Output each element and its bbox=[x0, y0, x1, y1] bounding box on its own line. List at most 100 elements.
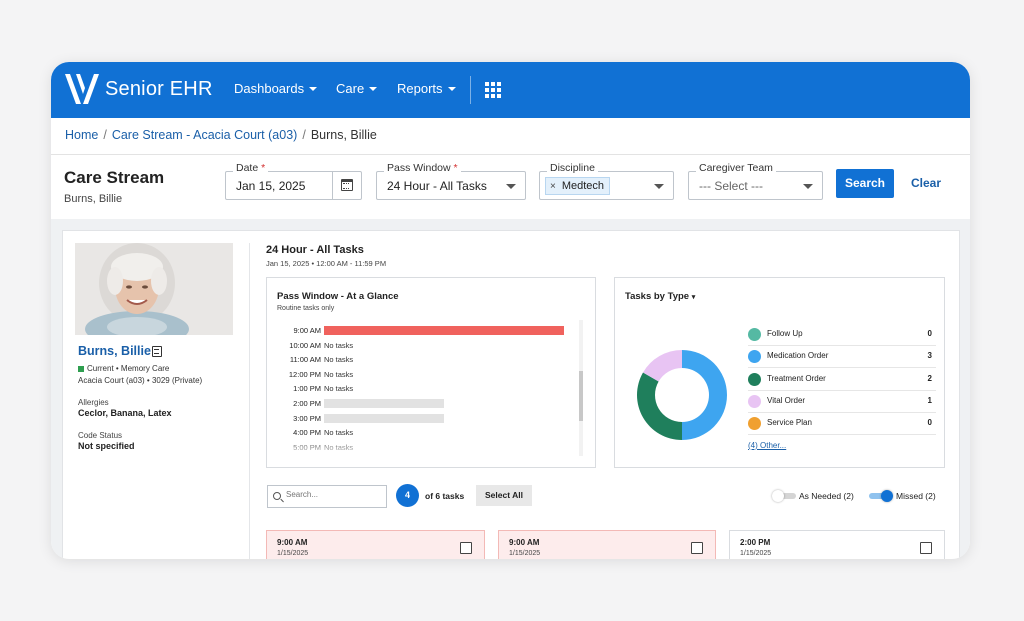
breadcrumb-care-stream[interactable]: Care Stream - Acacia Court (a03) bbox=[111, 128, 298, 142]
glance-row: 12:00 PM No tasks bbox=[267, 368, 577, 382]
care-stream-card: Burns, Billie Current • Memory Care Acac… bbox=[62, 230, 960, 559]
task-card[interactable]: 2:00 PM 1/15/2025 bbox=[729, 530, 945, 559]
main-content: Burns, Billie Current • Memory Care Acac… bbox=[51, 219, 970, 559]
nav-dashboards[interactable]: Dashboards bbox=[234, 81, 318, 96]
glance-bar[interactable] bbox=[324, 399, 444, 408]
task-time: 9:00 AM bbox=[509, 538, 540, 547]
task-type-label: Medication Order bbox=[767, 351, 829, 361]
task-checkbox[interactable] bbox=[460, 542, 472, 554]
clear-button[interactable]: Clear bbox=[911, 176, 942, 190]
allergies-label: Allergies bbox=[78, 398, 109, 407]
glance-time: 12:00 PM bbox=[288, 369, 321, 379]
tasks-donut-chart bbox=[637, 350, 727, 441]
task-type-count: 0 bbox=[927, 329, 932, 338]
task-type-icon bbox=[748, 350, 761, 364]
type-legend-row[interactable]: Service Plan 0 bbox=[748, 413, 936, 436]
glance-time: 4:00 PM bbox=[293, 428, 321, 438]
task-checkbox[interactable] bbox=[920, 542, 932, 554]
caregiver-team-label: Caregiver Team bbox=[696, 162, 776, 174]
glance-time: 1:00 PM bbox=[293, 384, 321, 394]
glance-row: 10:00 AM No tasks bbox=[267, 339, 577, 353]
glance-time: 9:00 AM bbox=[293, 326, 321, 335]
app-grid-icon[interactable] bbox=[485, 82, 501, 98]
glance-time: 3:00 PM bbox=[293, 413, 321, 423]
task-type-icon bbox=[748, 372, 761, 386]
task-card[interactable]: 9:00 AM 1/15/2025 bbox=[498, 530, 716, 559]
task-type-label: Service Plan bbox=[767, 418, 812, 428]
filter-bar: Care Stream Burns, Billie Jan 15, 2025 D… bbox=[51, 155, 970, 219]
allergies-value: Ceclor, Banana, Latex bbox=[78, 408, 172, 418]
task-time: 2:00 PM bbox=[740, 538, 771, 547]
senior-ehr-logo-icon[interactable] bbox=[64, 73, 100, 105]
select-all-button[interactable]: Select All bbox=[476, 485, 532, 506]
resident-location: Acacia Court (a03) • 3029 (Private) bbox=[78, 376, 203, 385]
type-legend-row[interactable]: Follow Up 0 bbox=[748, 324, 936, 346]
scroll-fade bbox=[268, 436, 578, 458]
more-types-link[interactable]: (4) Other... bbox=[748, 441, 787, 450]
glance-row: 2:00 PM bbox=[267, 397, 577, 411]
date-field[interactable]: Jan 15, 2025 bbox=[225, 171, 362, 200]
task-time: 9:00 AM bbox=[277, 538, 308, 547]
task-count-badge: 4 bbox=[396, 484, 419, 507]
summary-subtitle: Jan 15, 2025 • 12:00 AM - 11:59 PM bbox=[266, 259, 387, 268]
breadcrumb-current: Burns, Billie bbox=[310, 128, 377, 142]
task-search-input[interactable] bbox=[286, 490, 382, 499]
status-dot-icon bbox=[78, 365, 84, 372]
task-type-label: Treatment Order bbox=[767, 373, 826, 383]
chevron-down-icon bbox=[803, 184, 813, 189]
discipline-select[interactable]: × Medtech bbox=[539, 171, 674, 200]
task-type-count: 1 bbox=[927, 395, 932, 405]
scrollbar-thumb[interactable] bbox=[579, 371, 583, 421]
glance-title: Pass Window - At a Glance bbox=[277, 291, 399, 302]
donut-segment[interactable] bbox=[643, 350, 682, 382]
no-tasks-text: No tasks bbox=[324, 369, 354, 379]
date-label: Date * bbox=[233, 162, 269, 174]
top-navbar: Senior EHR Dashboards Care Reports bbox=[51, 62, 970, 118]
glance-bar[interactable] bbox=[324, 413, 444, 423]
type-legend-row[interactable]: Treatment Order 2 bbox=[748, 369, 936, 391]
search-icon bbox=[273, 492, 281, 500]
remove-chip-icon[interactable]: × bbox=[550, 181, 556, 192]
chevron-down-icon bbox=[447, 87, 456, 91]
missed-label: Missed (2) bbox=[896, 491, 936, 501]
task-date: 1/15/2025 bbox=[509, 550, 541, 557]
calendar-button[interactable] bbox=[332, 172, 361, 199]
date-value: Jan 15, 2025 bbox=[236, 179, 306, 193]
task-type-icon bbox=[748, 417, 761, 431]
glance-row: 4:00 PM No tasks bbox=[267, 426, 577, 440]
nav-reports[interactable]: Reports bbox=[397, 81, 456, 96]
task-card[interactable]: 9:00 AM 1/15/2025 bbox=[266, 530, 485, 559]
discipline-chip[interactable]: × Medtech bbox=[545, 177, 611, 195]
type-legend-row[interactable]: Vital Order 1 bbox=[748, 391, 936, 413]
task-count-text: of 6 tasks bbox=[425, 491, 465, 501]
donut-segment[interactable] bbox=[637, 372, 682, 441]
brand-name[interactable]: Senior EHR bbox=[105, 78, 213, 100]
task-type-icon bbox=[748, 394, 761, 408]
nav-divider bbox=[470, 76, 471, 104]
donut-segment[interactable] bbox=[682, 350, 727, 440]
document-icon[interactable] bbox=[152, 346, 162, 357]
chevron-down-icon bbox=[369, 87, 378, 91]
as-needed-toggle[interactable] bbox=[772, 490, 796, 502]
divider bbox=[51, 154, 970, 155]
search-button[interactable]: Search bbox=[836, 169, 894, 198]
caregiver-team-select[interactable]: --- Select --- bbox=[688, 171, 823, 200]
task-type-count: 3 bbox=[927, 351, 932, 361]
task-search-field[interactable] bbox=[267, 485, 387, 508]
pass-window-select[interactable]: 24 Hour - All Tasks bbox=[376, 171, 526, 200]
nav-care[interactable]: Care bbox=[336, 81, 378, 96]
task-checkbox[interactable] bbox=[691, 542, 703, 554]
glance-row: 11:00 AM No tasks bbox=[267, 353, 577, 367]
type-legend-row[interactable]: Medication Order 3 bbox=[748, 346, 936, 369]
glance-bar[interactable] bbox=[324, 326, 564, 335]
breadcrumb-home[interactable]: Home bbox=[65, 128, 99, 142]
calendar-icon bbox=[341, 179, 353, 191]
missed-toggle[interactable] bbox=[869, 490, 893, 502]
chevron-down-icon bbox=[309, 87, 318, 91]
glance-row: 3:00 PM bbox=[267, 412, 577, 426]
tasks-by-type-dropdown[interactable]: Tasks by Type ▾ bbox=[625, 291, 696, 302]
resident-photo bbox=[75, 243, 233, 335]
resident-name[interactable]: Burns, Billie bbox=[78, 344, 151, 358]
task-type-count: 2 bbox=[927, 373, 932, 383]
app-window: Senior EHR Dashboards Care Reports Home /… bbox=[51, 62, 970, 559]
